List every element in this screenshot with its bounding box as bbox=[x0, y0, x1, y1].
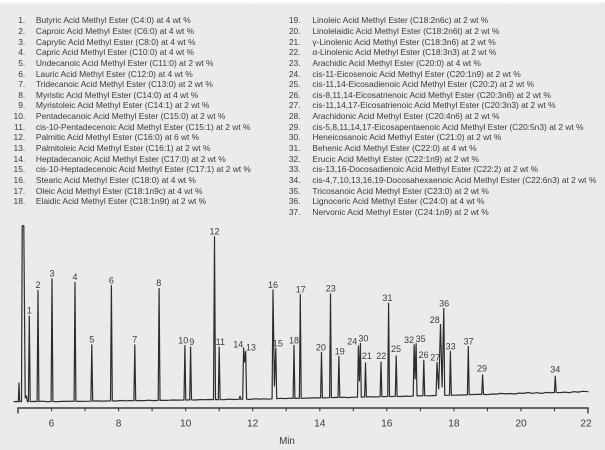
svg-text:17: 17 bbox=[296, 284, 306, 294]
svg-text:20: 20 bbox=[515, 419, 527, 430]
svg-text:18: 18 bbox=[448, 419, 460, 430]
svg-text:12: 12 bbox=[209, 227, 219, 237]
svg-text:25: 25 bbox=[391, 344, 401, 354]
svg-text:18: 18 bbox=[289, 335, 299, 345]
svg-text:16: 16 bbox=[268, 280, 278, 290]
svg-text:3: 3 bbox=[49, 268, 54, 278]
svg-text:7: 7 bbox=[132, 335, 137, 345]
svg-text:6: 6 bbox=[49, 419, 55, 430]
svg-text:22: 22 bbox=[376, 351, 386, 361]
svg-text:5: 5 bbox=[89, 335, 94, 345]
svg-text:37: 37 bbox=[464, 337, 474, 347]
svg-text:24: 24 bbox=[347, 336, 357, 346]
svg-text:9: 9 bbox=[189, 337, 194, 347]
svg-text:11: 11 bbox=[216, 337, 225, 347]
svg-text:15: 15 bbox=[273, 339, 283, 349]
svg-text:19: 19 bbox=[335, 347, 345, 357]
svg-text:10: 10 bbox=[178, 336, 188, 346]
svg-text:13: 13 bbox=[246, 342, 256, 352]
svg-text:26: 26 bbox=[419, 350, 429, 360]
svg-text:28: 28 bbox=[430, 315, 440, 325]
svg-text:27: 27 bbox=[430, 353, 440, 363]
svg-text:30: 30 bbox=[358, 334, 368, 344]
svg-text:31: 31 bbox=[382, 293, 392, 303]
svg-text:8: 8 bbox=[116, 419, 122, 430]
svg-text:14: 14 bbox=[314, 419, 326, 430]
svg-text:8: 8 bbox=[156, 278, 161, 288]
svg-text:34: 34 bbox=[550, 365, 560, 375]
svg-text:10: 10 bbox=[180, 419, 192, 430]
svg-text:33: 33 bbox=[446, 341, 456, 351]
svg-text:12: 12 bbox=[247, 419, 259, 430]
svg-text:23: 23 bbox=[326, 284, 336, 294]
svg-text:32: 32 bbox=[404, 335, 414, 345]
svg-text:36: 36 bbox=[439, 299, 449, 309]
svg-text:29: 29 bbox=[477, 363, 487, 373]
svg-text:6: 6 bbox=[109, 275, 114, 285]
svg-text:20: 20 bbox=[316, 342, 326, 352]
svg-text:1: 1 bbox=[27, 305, 32, 315]
svg-text:2: 2 bbox=[35, 280, 40, 290]
svg-text:22: 22 bbox=[580, 419, 592, 430]
svg-text:21: 21 bbox=[362, 351, 372, 361]
svg-text:16: 16 bbox=[381, 419, 393, 430]
svg-text:Min: Min bbox=[279, 436, 295, 447]
svg-text:4: 4 bbox=[72, 272, 77, 282]
svg-text:14: 14 bbox=[233, 340, 243, 350]
svg-text:35: 35 bbox=[416, 334, 426, 344]
